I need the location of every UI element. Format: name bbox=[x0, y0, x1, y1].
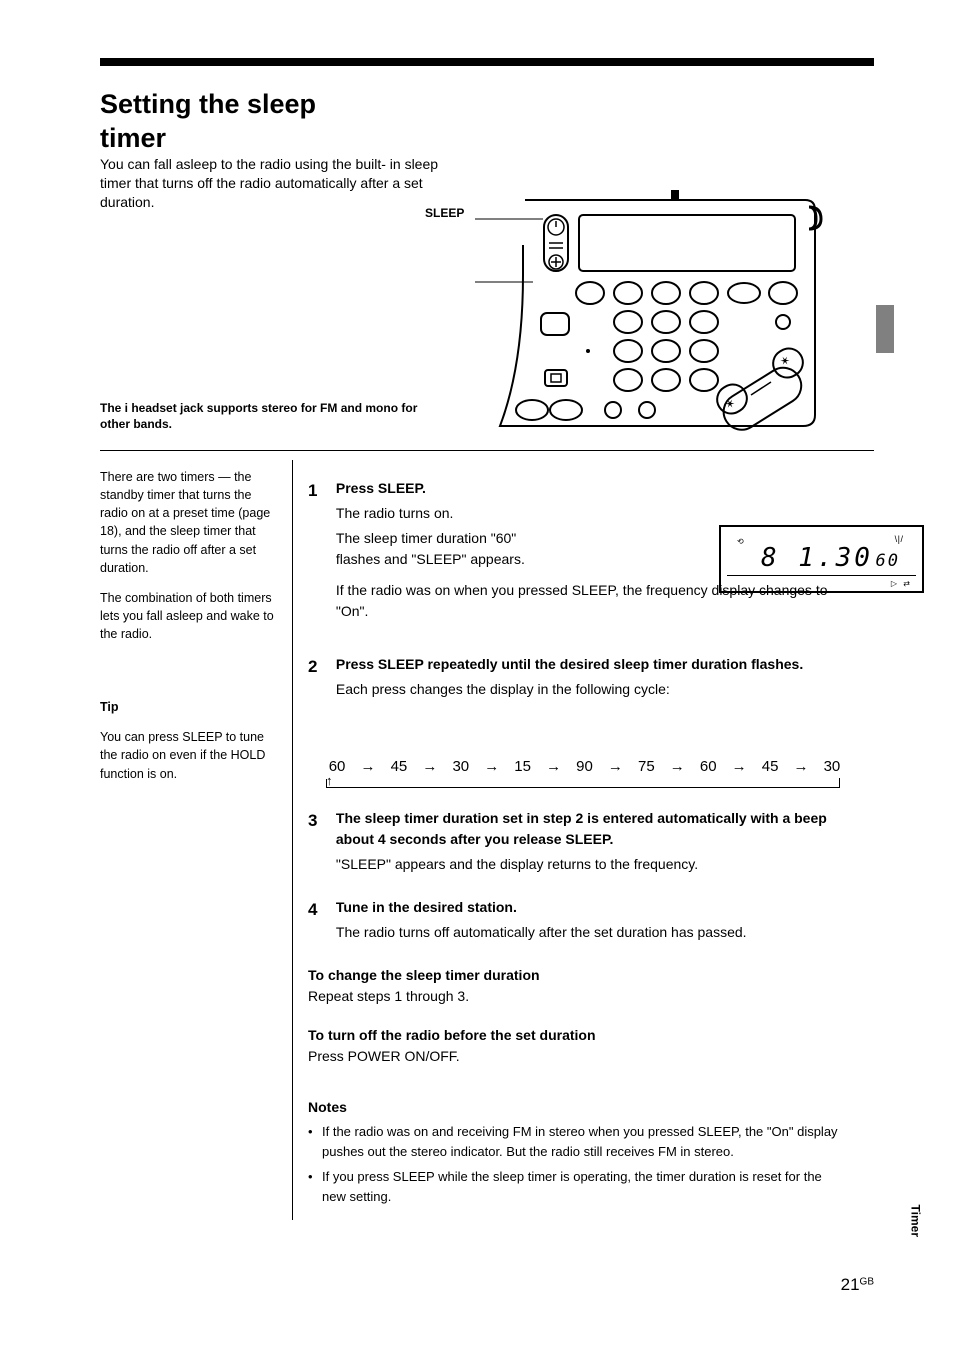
cycle-value: 30 bbox=[818, 758, 846, 775]
notes-list: If the radio was on and receiving FM in … bbox=[308, 1122, 848, 1206]
turn-off-title: To turn off the radio before the set dur… bbox=[308, 1025, 848, 1046]
lcd-foot-icons: ▷ ⇄ bbox=[891, 579, 912, 588]
side-caption: Timer bbox=[908, 1205, 922, 1237]
cycle-value: 30 bbox=[447, 758, 475, 775]
step-number: 3 bbox=[308, 808, 332, 834]
section-divider bbox=[100, 450, 874, 451]
cycle-value: 75 bbox=[632, 758, 660, 775]
turn-off-body: Press POWER ON/OFF. bbox=[308, 1046, 848, 1067]
main-column-lower: 3 The sleep timer duration set in step 2… bbox=[308, 808, 848, 1212]
page-title-line1: Setting the sleep bbox=[100, 89, 316, 119]
step-4: 4 Tune in the desired station. The radio… bbox=[308, 897, 848, 943]
top-rule bbox=[100, 58, 874, 66]
step-number: 4 bbox=[308, 897, 332, 923]
step-3: 3 The sleep timer duration set in step 2… bbox=[308, 808, 848, 875]
device-illustration: ✶ ✶ SLEEP bbox=[475, 185, 830, 433]
sleep-callout-label: SLEEP bbox=[425, 206, 464, 220]
cycle-value: 45 bbox=[385, 758, 413, 775]
step-3-body: "SLEEP" appears and the display returns … bbox=[336, 854, 836, 875]
step-1-line3: If the radio was on when you pressed SLE… bbox=[336, 580, 836, 622]
side-tab bbox=[876, 305, 894, 353]
arrow-icon: → bbox=[784, 758, 818, 775]
page-title-line2: timer bbox=[100, 123, 166, 153]
step-2-body: Each press changes the display in the fo… bbox=[336, 679, 836, 700]
step-1-line1: The radio turns on. bbox=[336, 503, 836, 524]
left-para-1: There are two timers — the standby timer… bbox=[100, 468, 280, 577]
left-column: There are two timers — the standby timer… bbox=[100, 468, 280, 795]
page-number-suffix: GB bbox=[860, 1277, 874, 1288]
note-item: If you press SLEEP while the sleep timer… bbox=[308, 1167, 848, 1206]
step-2-lead: Press SLEEP repeatedly until the desired… bbox=[336, 656, 803, 672]
cycle-value: 45 bbox=[756, 758, 784, 775]
step-1-lead: Press SLEEP. bbox=[336, 480, 426, 496]
change-duration-body: Repeat steps 1 through 3. bbox=[308, 986, 848, 1007]
cycle-value: 15 bbox=[509, 758, 537, 775]
sleep-cycle: 60 → 45 → 30 → 15 → 90 → 75 → 60 → 45 → … bbox=[308, 758, 846, 795]
left-para-2: The combination of both timers lets you … bbox=[100, 589, 280, 643]
cycle-row: 60 → 45 → 30 → 15 → 90 → 75 → 60 → 45 → … bbox=[308, 758, 846, 775]
page-number-value: 21 bbox=[841, 1275, 860, 1294]
lcd-sleep-value: 60 bbox=[876, 551, 900, 571]
change-duration-title: To change the sleep timer duration bbox=[308, 965, 848, 986]
arrow-icon: → bbox=[660, 758, 694, 775]
cycle-loop-line: ↑ bbox=[316, 779, 846, 795]
step-number: 2 bbox=[308, 654, 332, 680]
page-number: 21GB bbox=[841, 1275, 874, 1295]
note-item: If the radio was on and receiving FM in … bbox=[308, 1122, 848, 1161]
step-1-line2: The sleep timer duration "60" flashes an… bbox=[336, 528, 556, 570]
cycle-value: 60 bbox=[694, 758, 722, 775]
tip-title: Tip bbox=[100, 698, 280, 716]
step-number: 1 bbox=[308, 478, 332, 504]
tip-body: You can press SLEEP to tune the radio on… bbox=[100, 728, 280, 782]
main-column: 1 Press SLEEP. The radio turns on. The s… bbox=[308, 478, 848, 722]
step-4-lead: Tune in the desired station. bbox=[336, 899, 517, 915]
step-2: 2 Press SLEEP repeatedly until the desir… bbox=[308, 654, 848, 700]
arrow-icon: → bbox=[413, 758, 447, 775]
notes-title: Notes bbox=[308, 1097, 848, 1118]
headset-note: The i headset jack supports stereo for F… bbox=[100, 400, 440, 432]
step-3-lead: The sleep timer duration set in step 2 i… bbox=[336, 810, 827, 847]
step-4-body: The radio turns off automatically after … bbox=[336, 922, 836, 943]
arrow-icon: → bbox=[351, 758, 385, 775]
arrow-icon: → bbox=[475, 758, 509, 775]
lcd-signal-icon: \ | / bbox=[895, 534, 902, 544]
arrow-icon: → bbox=[537, 758, 571, 775]
page-subtitle: You can fall asleep to the radio using t… bbox=[100, 155, 460, 212]
step-1: 1 Press SLEEP. The radio turns on. The s… bbox=[308, 478, 848, 622]
column-divider bbox=[292, 460, 293, 1220]
cycle-value: 90 bbox=[570, 758, 598, 775]
arrow-icon: → bbox=[722, 758, 756, 775]
arrow-icon: → bbox=[599, 758, 633, 775]
page-title: Setting the sleep timer bbox=[100, 88, 460, 156]
